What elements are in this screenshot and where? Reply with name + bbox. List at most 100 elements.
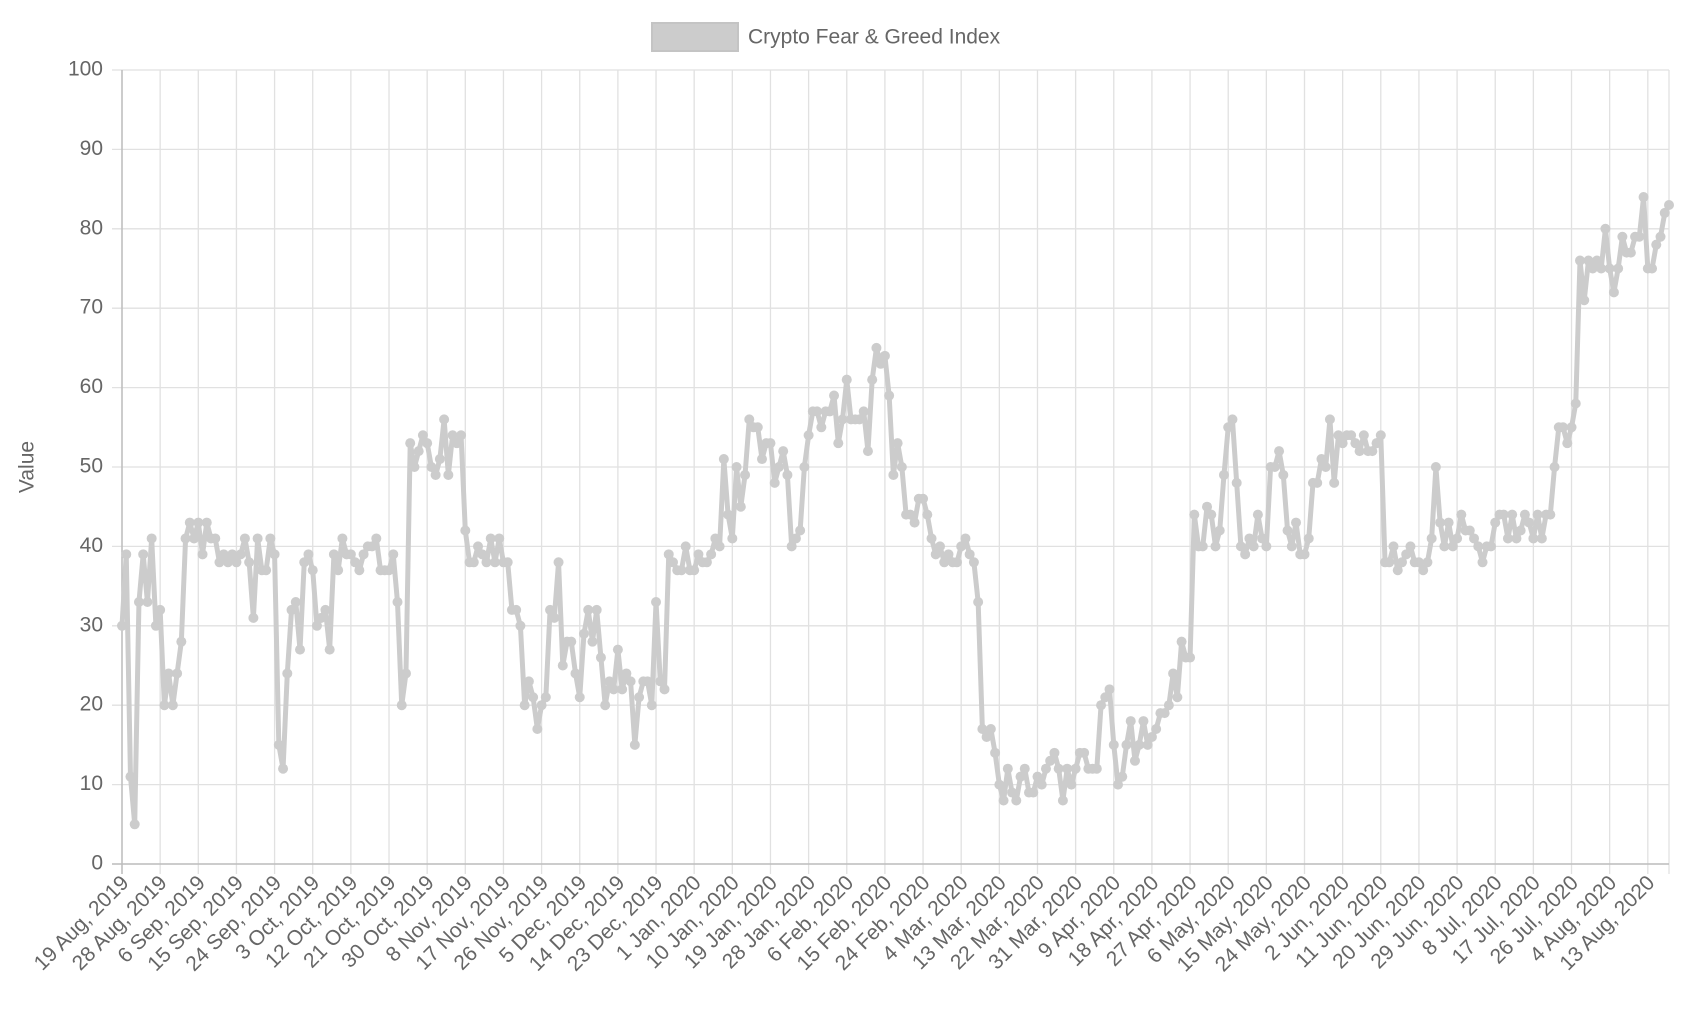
data-point (1524, 517, 1535, 528)
data-point (214, 557, 225, 568)
data-point (1324, 414, 1335, 425)
data-point (786, 541, 797, 552)
data-point (935, 541, 946, 552)
data-point (752, 422, 763, 433)
data-point (706, 549, 717, 560)
data-point (909, 517, 920, 528)
data-point (1019, 763, 1030, 774)
data-point (248, 612, 259, 623)
data-point (557, 660, 568, 671)
data-point (367, 541, 378, 552)
data-point (1244, 533, 1255, 544)
data-point (1354, 446, 1365, 457)
data-point (515, 620, 526, 631)
data-point (998, 795, 1009, 806)
data-point (388, 549, 399, 560)
data-point (1388, 541, 1399, 552)
data-point (549, 612, 560, 623)
data-point (1655, 231, 1666, 242)
data-point (1028, 787, 1039, 798)
data-point (295, 644, 306, 655)
data-point (1485, 541, 1496, 552)
data-point (121, 549, 132, 560)
data-point (447, 430, 458, 441)
data-point (1218, 469, 1229, 480)
data-point (1600, 223, 1611, 234)
data-point (210, 533, 221, 544)
data-point (625, 676, 636, 687)
data-point (1439, 541, 1450, 552)
data-point (879, 350, 890, 361)
data-point (252, 533, 263, 544)
data-point (1053, 763, 1064, 774)
data-point (422, 438, 433, 449)
data-point (536, 700, 547, 711)
data-point (667, 557, 678, 568)
data-point (765, 438, 776, 449)
data-point (400, 668, 411, 679)
data-point (701, 557, 712, 568)
data-point (193, 517, 204, 528)
data-point (1498, 509, 1509, 520)
data-point (600, 700, 611, 711)
data-point (1558, 422, 1569, 433)
data-point (939, 557, 950, 568)
data-point (1405, 541, 1416, 552)
data-point (227, 549, 238, 560)
data-point (1070, 763, 1081, 774)
data-point (1570, 398, 1581, 409)
data-point (1282, 525, 1293, 536)
data-point (1490, 517, 1501, 528)
data-point (642, 676, 653, 687)
data-point (354, 565, 365, 576)
data-point (1138, 716, 1149, 727)
data-point (1248, 541, 1259, 552)
data-point (587, 636, 598, 647)
data-point (345, 549, 356, 560)
data-point (1202, 501, 1213, 512)
data-point (477, 549, 488, 560)
data-point (1163, 700, 1174, 711)
data-point (1252, 509, 1263, 520)
data-point (812, 406, 823, 417)
legend-label[interactable]: Crypto Fear & Greed Index (748, 26, 1001, 49)
data-point (1125, 716, 1136, 727)
y-tick-label: 0 (91, 852, 103, 875)
data-point (841, 374, 852, 385)
data-point (532, 724, 543, 735)
data-point (837, 414, 848, 425)
data-point (888, 469, 899, 480)
data-point (1664, 199, 1674, 210)
data-point (1634, 231, 1645, 242)
data-point (723, 509, 734, 520)
data-point (1049, 747, 1060, 758)
data-point (710, 533, 721, 544)
data-point (1549, 462, 1560, 472)
data-point (519, 700, 530, 711)
data-point (396, 700, 407, 711)
data-point (485, 533, 496, 544)
data-point (350, 557, 361, 568)
data-point (278, 763, 289, 774)
data-point (621, 668, 632, 679)
data-point (973, 596, 984, 607)
data-point (1401, 549, 1412, 560)
data-point (481, 557, 492, 568)
data-point (129, 819, 140, 830)
data-point (320, 604, 331, 615)
data-point (1392, 565, 1403, 576)
data-point (1329, 477, 1340, 488)
data-point (951, 557, 962, 568)
data-point (502, 557, 513, 568)
data-point (384, 565, 395, 576)
data-point (1227, 414, 1238, 425)
legend-swatch[interactable] (651, 22, 739, 52)
data-point (1146, 731, 1157, 742)
data-point (905, 509, 916, 520)
data-point (1502, 533, 1513, 544)
y-tick-label: 40 (80, 534, 103, 557)
data-point (430, 469, 441, 480)
data-point (265, 533, 276, 544)
data-point (1045, 755, 1056, 766)
data-point (1189, 509, 1200, 520)
